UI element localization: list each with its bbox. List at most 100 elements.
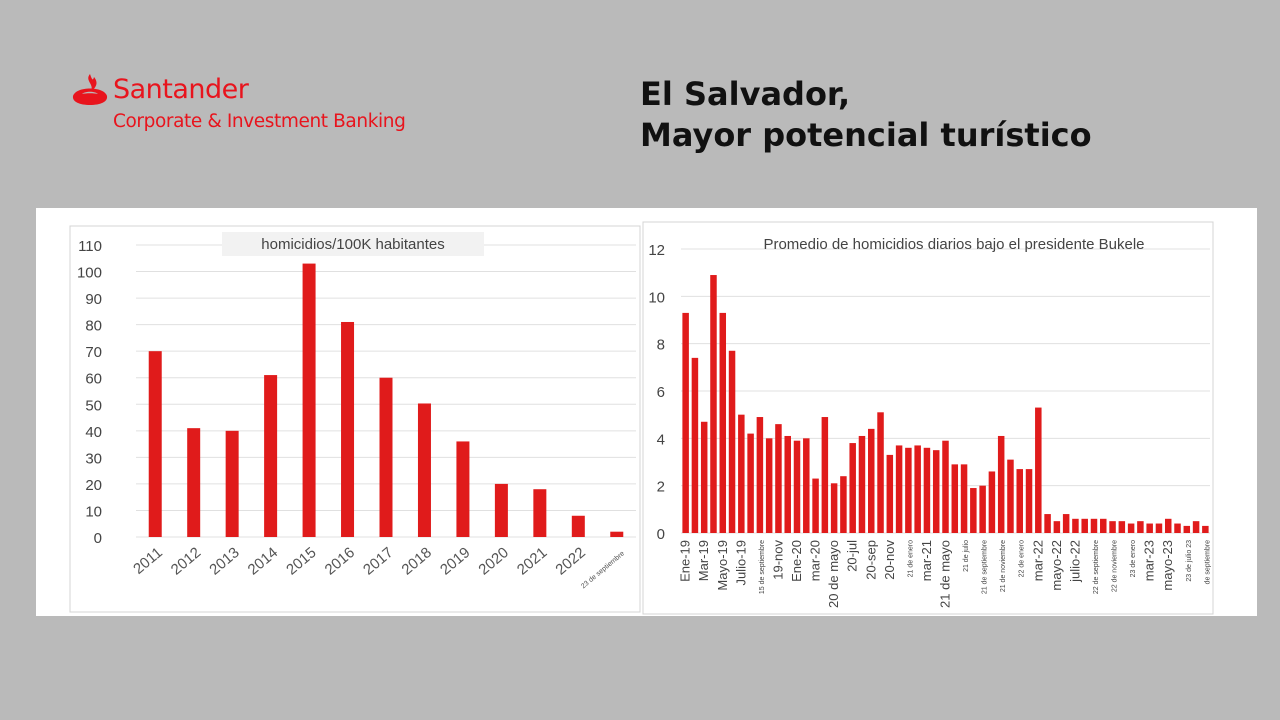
bar (784, 435, 791, 533)
bar (494, 483, 508, 537)
x-tick-label: Ene-20 (789, 540, 804, 582)
bar (719, 312, 727, 533)
y-tick-label: 110 (78, 238, 102, 255)
bar (1127, 523, 1135, 533)
bar (1183, 525, 1191, 533)
bar (1109, 521, 1116, 533)
y-tick-label: 30 (85, 450, 102, 467)
y-tick-label: 80 (85, 318, 102, 335)
y-tick-label: 40 (85, 424, 102, 441)
homicide-rate-chart: 0 10 20 30 40 50 60 70 80 90 100 110 homicidios/100K… (69, 225, 641, 613)
x-tick-label: 2020 (475, 544, 511, 578)
chart-frame (642, 221, 1214, 615)
bar (979, 485, 986, 533)
x-tick-label: 2017 (360, 544, 396, 578)
y-tick-label: 0 (657, 526, 665, 543)
bar (1118, 521, 1126, 533)
bar (1100, 518, 1107, 533)
santander-flame-icon (72, 74, 108, 105)
x-tick-label: mar-22 (1030, 540, 1045, 581)
y-tick-label: 2 (657, 479, 665, 496)
y-tick-label: 20 (85, 477, 102, 494)
x-tick-label: 21 de noviembre (1000, 540, 1007, 592)
bar (765, 438, 773, 533)
x-tick-label: 2012 (168, 544, 204, 578)
bar (821, 417, 829, 533)
bar (1081, 518, 1088, 533)
y-tick-label: 8 (657, 337, 665, 354)
bar (264, 375, 278, 537)
bar (456, 441, 470, 537)
x-tick-label: mar-20 (808, 540, 823, 581)
x-tick-label: 15 de septiembre (759, 540, 766, 594)
x-tick-label: Mar-19 (696, 540, 711, 581)
bar (1016, 469, 1023, 533)
bar (970, 488, 977, 533)
bar (756, 417, 764, 533)
bar (341, 321, 355, 537)
bar (1155, 523, 1163, 533)
bar (682, 312, 689, 533)
bar (895, 445, 903, 533)
bar (951, 464, 959, 533)
bar (840, 476, 847, 533)
bar (858, 435, 866, 533)
title-background (222, 232, 484, 256)
brand-name: Santander (113, 74, 249, 105)
headline-line-2: Mayor potencial turístico (640, 116, 1092, 154)
x-tick-label: 2019 (437, 544, 473, 578)
x-tick-label: 22 de noviembre (1112, 540, 1119, 592)
bar (700, 421, 708, 533)
chart-title: Promedio de homicidios diarios bajo el p… (763, 236, 1144, 253)
x-tick-label: mar-21 (919, 540, 934, 581)
brand-subtitle: Corporate & Investment Banking (113, 111, 406, 132)
bar (1072, 518, 1079, 533)
page-title: El Salvador, Mayor potencial turístico (640, 74, 1092, 156)
bar (187, 428, 201, 537)
bar (571, 515, 585, 537)
bar (905, 447, 912, 533)
bar (379, 377, 393, 537)
y-tick-label: 0 (94, 530, 102, 547)
y-tick-label: 70 (85, 344, 102, 361)
bar (1146, 523, 1153, 533)
y-tick-label: 12 (648, 242, 665, 259)
y-tick-label: 10 (648, 289, 665, 306)
bar (610, 531, 624, 537)
x-tick-label: de septiembre (1204, 540, 1211, 584)
y-tick-label: 50 (85, 397, 102, 414)
bar (1025, 469, 1033, 533)
bar (691, 357, 699, 533)
x-tick-label: julio-22 (1067, 540, 1082, 583)
x-tick-label: Julio-19 (733, 540, 748, 586)
bar (932, 450, 940, 533)
x-tick-label: 20 de mayo (826, 540, 841, 608)
bar (738, 414, 745, 533)
x-tick-label: 20-sep (863, 540, 878, 580)
bar (710, 275, 717, 533)
x-tick-label: 2021 (514, 544, 550, 578)
x-tick-label: 21 de septiembre (982, 540, 989, 594)
bar (793, 440, 801, 533)
bar (1174, 523, 1181, 533)
x-tick-label: 22 de septiembre (1093, 540, 1100, 594)
x-tick-label: 21 de enero (907, 540, 914, 577)
y-tick-label: 60 (85, 371, 102, 388)
bar (1090, 518, 1098, 533)
charts-panel: 0 10 20 30 40 50 60 70 80 90 100 110 homicidios/100K… (36, 208, 1257, 616)
bar (1164, 518, 1172, 533)
bar (225, 430, 239, 537)
x-tick-label: 21 de julio (963, 540, 970, 572)
x-tick-label: Ene-19 (678, 540, 693, 582)
y-tick-label: 100 (77, 265, 102, 282)
y-tick-label: 4 (657, 431, 665, 448)
y-tick-label: 10 (85, 503, 102, 520)
x-tick-label: 20-jul (845, 540, 860, 572)
bar (1044, 514, 1051, 533)
x-tick-label: mayo-23 (1160, 540, 1175, 591)
bar (803, 438, 810, 533)
bar (1192, 521, 1200, 533)
bar (942, 440, 949, 533)
headline-line-1: El Salvador, (640, 75, 851, 113)
bar (1053, 521, 1061, 533)
